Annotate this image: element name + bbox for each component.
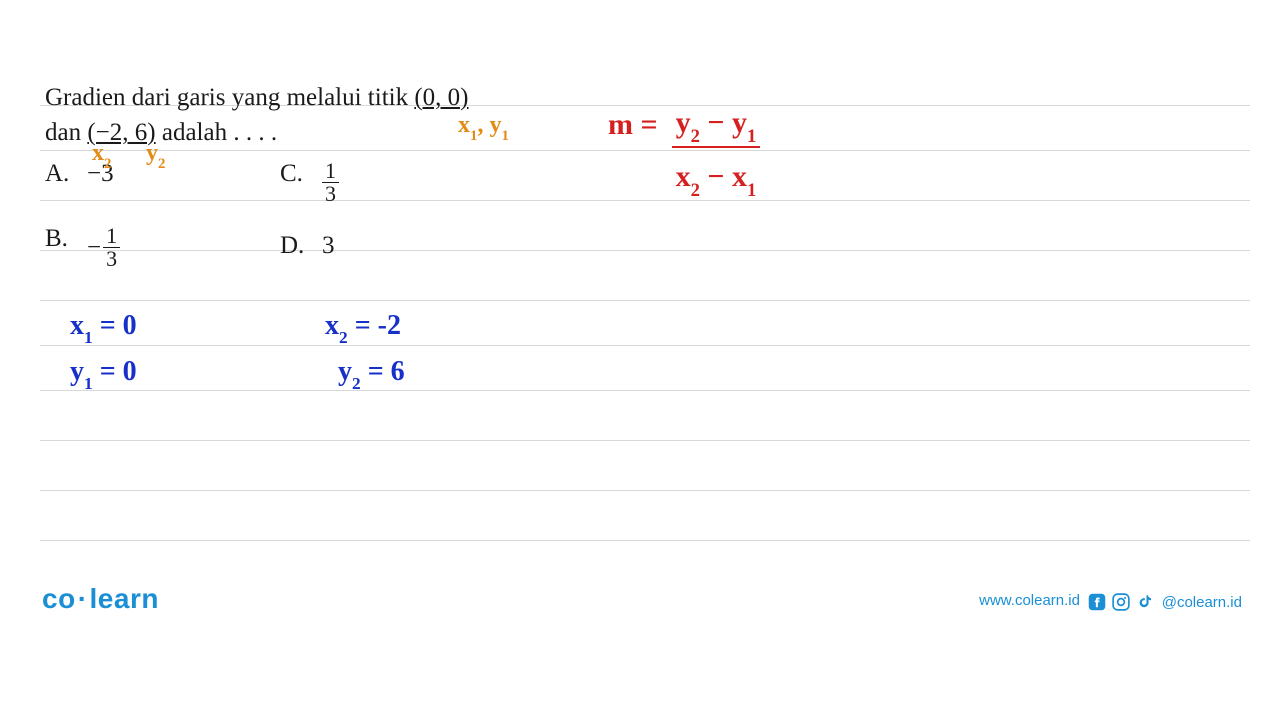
ruled-line	[40, 300, 1250, 301]
question-line2-post: adalah . . . .	[156, 119, 277, 146]
option-b-label: B.	[45, 225, 87, 253]
ruled-line	[40, 440, 1250, 441]
tiktok-icon	[1136, 593, 1154, 611]
value-x2: x2 = -2	[325, 310, 401, 346]
worksheet-page: Gradien dari garis yang melalui titik (0…	[0, 0, 1280, 720]
annotation-x2: x2	[92, 140, 111, 171]
brand-logo: co·learn	[42, 583, 159, 615]
annotation-x1y1: x1, y1	[458, 112, 509, 143]
website-url: www.colearn.id	[979, 592, 1080, 609]
ruled-line	[40, 540, 1250, 541]
option-c: C. 1 3	[280, 160, 339, 205]
value-y1: y1 = 0	[70, 356, 137, 392]
formula-denominator: x2 − x1	[672, 148, 761, 198]
option-b-num: 1	[103, 225, 120, 248]
formula-fraction: y2 − y1 x2 − x1	[672, 108, 761, 198]
footer: co·learn www.colearn.id @colearn.id	[0, 575, 1280, 615]
ruled-line	[40, 345, 1250, 346]
option-d: D. 3	[280, 232, 335, 260]
option-c-num: 1	[322, 160, 339, 183]
question-line1-pre: Gradien dari garis yang melalui titik	[45, 84, 414, 111]
option-a-label: A.	[45, 160, 87, 188]
value-x1: x1 = 0	[70, 310, 137, 346]
option-d-value: 3	[322, 232, 335, 260]
ruled-line	[40, 250, 1250, 251]
instagram-icon	[1112, 593, 1130, 611]
option-c-label: C.	[280, 160, 322, 188]
option-d-label: D.	[280, 232, 322, 260]
option-c-den: 3	[322, 183, 339, 205]
social-links: @colearn.id	[1088, 593, 1242, 611]
logo-part-b: learn	[90, 583, 159, 614]
ruled-line	[40, 490, 1250, 491]
annotation-y2: y2	[146, 140, 165, 171]
facebook-icon	[1088, 593, 1106, 611]
question-line2-pre: dan	[45, 119, 87, 146]
option-b-minus: −	[87, 234, 101, 262]
formula-m-equals: m =	[608, 108, 658, 142]
value-y2: y2 = 6	[338, 356, 405, 392]
question-point1: (0, 0)	[414, 84, 468, 111]
logo-dot: ·	[76, 583, 90, 614]
ruled-line	[40, 390, 1250, 391]
formula-numerator: y2 − y1	[672, 108, 761, 146]
ruled-line	[40, 200, 1250, 201]
social-handle: @colearn.id	[1162, 594, 1242, 611]
option-b: B. − 1 3	[45, 225, 120, 270]
option-b-den: 3	[103, 248, 120, 270]
logo-part-a: co	[42, 583, 76, 614]
formula-gradient: m = y2 − y1 x2 − x1	[608, 108, 760, 198]
